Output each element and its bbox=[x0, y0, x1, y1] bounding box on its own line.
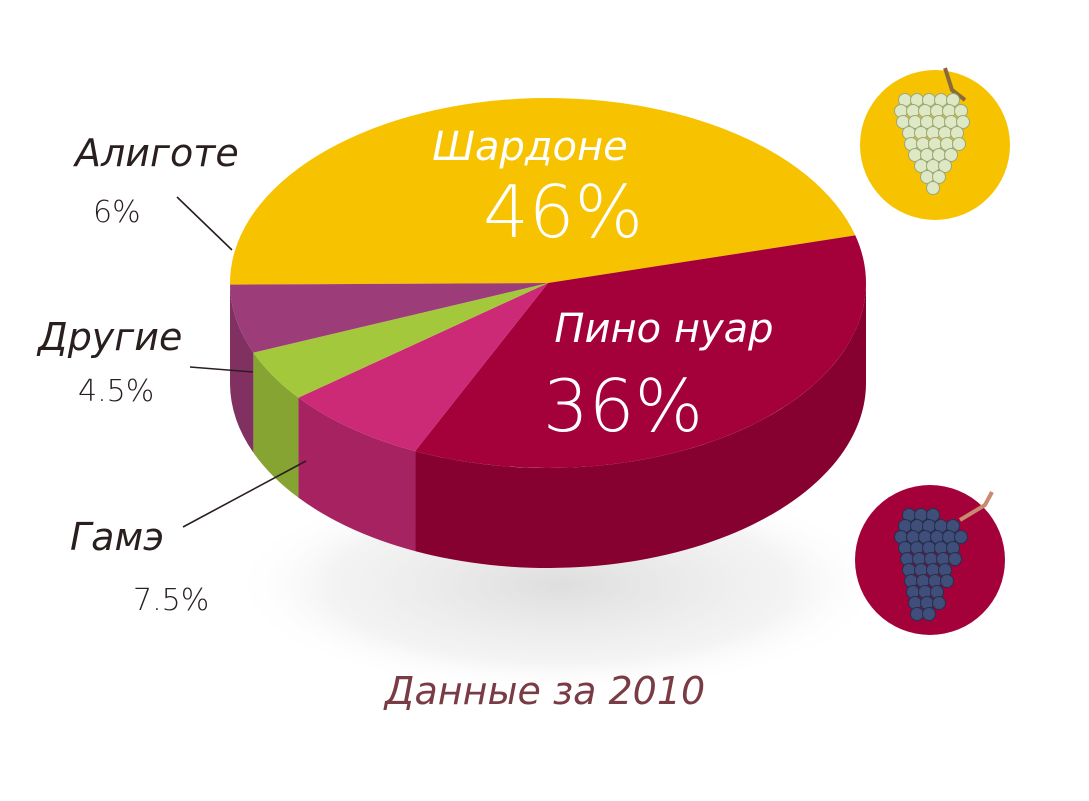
slice-top-chardonnay bbox=[230, 98, 856, 285]
chart-caption: Данные за 2010 bbox=[383, 669, 705, 713]
white-grape-berries-berry bbox=[926, 181, 940, 195]
red-grape-berries-berry bbox=[910, 607, 924, 621]
slice-name-chardonnay: Шардоне bbox=[432, 124, 628, 170]
slice-top-gamay bbox=[298, 283, 548, 452]
white-grapes-icon bbox=[860, 67, 1010, 220]
red-grape-berries-berry bbox=[948, 552, 962, 566]
slice-side-gamay bbox=[298, 397, 416, 552]
slice-name-pinot-noir: Пино нуар bbox=[554, 306, 773, 352]
slice-top-aligote bbox=[230, 283, 548, 353]
white-grape-berries-berry bbox=[944, 148, 958, 162]
slice-name-gamay: Гамэ bbox=[70, 515, 164, 559]
red-grapes-icon bbox=[855, 485, 1005, 635]
slice-name-aligote: Алиготе bbox=[72, 131, 239, 175]
slice-percent-pinot-noir: 36% bbox=[543, 364, 703, 448]
red-grape-berries-berry bbox=[940, 574, 954, 588]
slice-name-others: Другие bbox=[36, 315, 182, 359]
slice-top-pinot-noir bbox=[415, 235, 867, 468]
slice-percent-others: 4.5% bbox=[78, 374, 154, 409]
leader-line-others bbox=[189, 366, 254, 373]
leader-line-gamay bbox=[182, 460, 307, 528]
slice-top-others bbox=[253, 283, 548, 398]
slice-side-others bbox=[253, 352, 299, 498]
slice-percent-chardonnay: 46% bbox=[483, 170, 643, 254]
slice-percent-gamay: 7.5% bbox=[133, 583, 209, 618]
red-grape-berries-berry bbox=[932, 596, 946, 610]
slice-percent-aligote: 6% bbox=[93, 195, 141, 230]
slice-side-aligote bbox=[230, 284, 254, 453]
white-grape-berries-berry bbox=[956, 115, 970, 129]
slice-side-pinot-noir bbox=[415, 283, 866, 569]
white-grape-berries-berry bbox=[932, 170, 946, 184]
red-grape-berries-berry bbox=[922, 607, 936, 621]
leader-line-aligote bbox=[176, 196, 233, 251]
red-grape-berries-berry bbox=[954, 530, 968, 544]
white-grape-berries-berry bbox=[938, 159, 952, 173]
white-grape-berries-berry bbox=[952, 137, 966, 151]
